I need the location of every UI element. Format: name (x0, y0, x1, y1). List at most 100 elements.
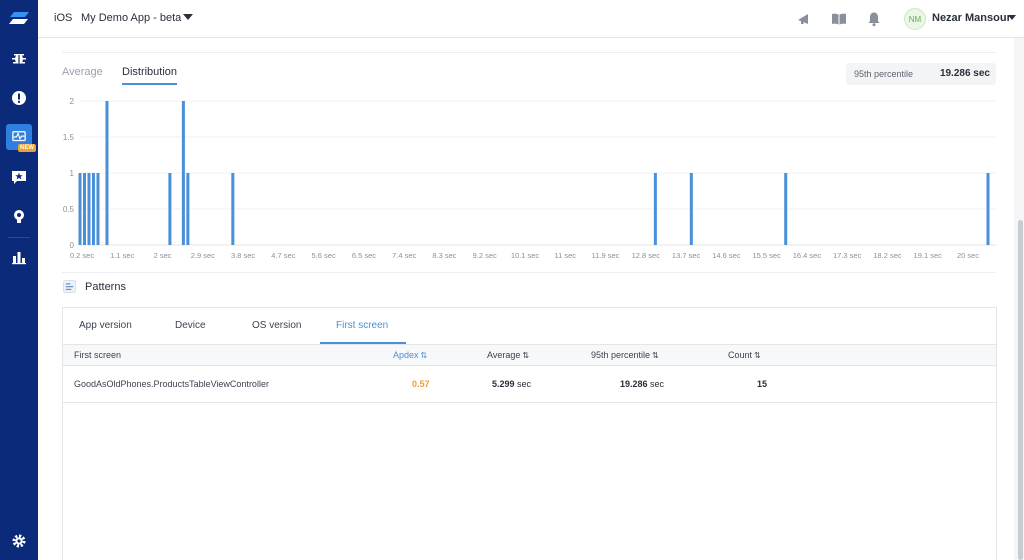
logo-icon (9, 12, 29, 24)
column-p95-label: 95th percentile (591, 350, 651, 360)
x-tick-label: 0.2 sec (70, 251, 94, 260)
x-tick-label: 19.1 sec (914, 251, 943, 260)
x-tick-label: 16.4 sec (793, 251, 822, 260)
bug-icon (12, 54, 26, 64)
patterns-list-icon (63, 280, 76, 293)
sidebar-item-settings[interactable] (0, 527, 38, 555)
main-panel: Average Distribution 95th percentile 19.… (38, 38, 1014, 560)
user-menu-caret-icon[interactable] (1008, 15, 1016, 20)
x-tick-label: 7.4 sec (392, 251, 416, 260)
distribution-bar (82, 173, 86, 245)
cell-p95: 19.286 sec (620, 379, 664, 389)
sidebar-item-analytics[interactable] (0, 243, 38, 271)
announcement-icon[interactable] (796, 11, 812, 27)
app-selector[interactable]: My Demo App - beta (81, 12, 182, 24)
x-tick-label: 13.7 sec (672, 251, 701, 260)
apm-active-box: NEW (6, 124, 36, 152)
percentile-label: 95th percentile (854, 69, 914, 79)
x-tick-label: 17.3 sec (833, 251, 862, 260)
distribution-chart: 0 0.5 1 1.5 2 0.2 sec 1.1 sec 2 sec 2.9 sec 3.8 s… (63, 97, 996, 260)
section-divider (62, 52, 996, 53)
x-tick-label: 10.1 sec (511, 251, 540, 260)
x-tick-label: 15.5 sec (752, 251, 781, 260)
exclamation-icon (12, 91, 26, 105)
cell-count: 15 (757, 379, 768, 389)
star-chat-icon (12, 171, 26, 184)
x-tick-label: 4.7 sec (271, 251, 295, 260)
distribution-bar (168, 173, 172, 245)
sort-icon: ⇅ (652, 351, 659, 360)
y-tick-label: 0 (70, 241, 75, 250)
cell-apdex: 0.57 (412, 379, 430, 389)
x-tick-label: 2.9 sec (191, 251, 215, 260)
tab-distribution[interactable]: Distribution (122, 66, 178, 85)
top-header: iOS My Demo App - beta NM Nezar Mansour (38, 0, 1024, 38)
cell-first-screen: GoodAsOldPhones.ProductsTableViewControl… (74, 379, 269, 389)
column-average-label: Average (487, 350, 521, 360)
distribution-bar (784, 173, 788, 245)
distribution-bar (105, 101, 109, 245)
x-tick-label: 1.1 sec (110, 251, 134, 260)
lightbulb-icon (14, 210, 24, 223)
table-row[interactable]: GoodAsOldPhones.ProductsTableViewControl… (63, 366, 996, 403)
x-tick-label: 20 sec (957, 251, 979, 260)
distribution-bar (91, 173, 95, 245)
sidebar-item-feature-requests[interactable] (0, 163, 38, 191)
user-name[interactable]: Nezar Mansour (932, 12, 1011, 24)
x-tick-label: 12.8 sec (632, 251, 661, 260)
distribution-bar (689, 173, 693, 245)
x-tick-label: 18.2 sec (873, 251, 902, 260)
x-tick-label: 11 sec (554, 251, 576, 260)
platform-label: iOS (54, 12, 73, 24)
x-tick-label: 2 sec (154, 251, 172, 260)
column-apdex[interactable]: Apdex ⇅ (393, 350, 427, 360)
patterns-title: Patterns (85, 281, 126, 293)
cell-p95-value: 19.286 (620, 379, 648, 389)
x-tick-label: 5.6 sec (312, 251, 336, 260)
app-selector-caret-icon[interactable] (183, 14, 193, 20)
distribution-bar (181, 101, 185, 245)
gear-icon (12, 534, 26, 548)
x-tick-label: 14.6 sec (712, 251, 741, 260)
distribution-bar (653, 173, 657, 245)
performance-monitor-icon (12, 131, 26, 142)
tab-app-version[interactable]: App version (79, 320, 132, 331)
sidebar-item-crashes[interactable] (0, 84, 38, 112)
bar-chart-icon (12, 252, 26, 265)
column-average[interactable]: Average ⇅ (487, 350, 529, 360)
sort-descending-icon: ⇅ (420, 351, 428, 360)
x-tick-label: 11.9 sec (592, 251, 620, 260)
patterns-table: App version Device OS version First scre… (62, 307, 997, 560)
sidebar-item-surveys[interactable] (0, 203, 38, 231)
distribution-bar (186, 173, 190, 245)
column-count-label: Count (728, 350, 753, 360)
percentile-value: 19.286 sec (939, 68, 990, 79)
avatar[interactable]: NM (904, 8, 926, 30)
tab-average[interactable]: Average (62, 66, 103, 78)
x-tick-label: 9.2 sec (473, 251, 497, 260)
cell-average: 5.299 sec (492, 379, 531, 389)
tab-device[interactable]: Device (175, 320, 206, 331)
sort-icon: ⇅ (522, 351, 530, 360)
y-tick-label: 1.5 (63, 133, 75, 142)
scrollbar-thumb[interactable] (1018, 220, 1023, 560)
active-tab-underline (320, 342, 406, 344)
tab-first-screen[interactable]: First screen (336, 320, 389, 331)
sort-icon: ⇅ (754, 351, 761, 360)
table-header: First screen Apdex ⇅ Average ⇅ 95th percen… (63, 344, 996, 366)
notifications-bell-icon[interactable] (866, 11, 882, 27)
tab-os-version[interactable]: OS version (252, 320, 302, 331)
distribution-bar (87, 173, 91, 245)
cell-average-unit: sec (517, 379, 532, 389)
distribution-bar (78, 173, 82, 245)
new-badge: NEW (18, 144, 36, 152)
sidebar-item-apm[interactable]: NEW (0, 123, 38, 152)
y-tick-label: 2 (70, 97, 75, 106)
docs-book-icon[interactable] (831, 11, 847, 27)
column-first-screen-label: First screen (74, 350, 122, 360)
instabug-logo[interactable] (0, 0, 38, 38)
column-count[interactable]: Count ⇅ (728, 350, 761, 360)
column-p95[interactable]: 95th percentile ⇅ (591, 350, 659, 360)
percentile-summary: 95th percentile 19.286 sec (846, 63, 996, 85)
sidebar-item-bugs[interactable] (0, 44, 38, 72)
